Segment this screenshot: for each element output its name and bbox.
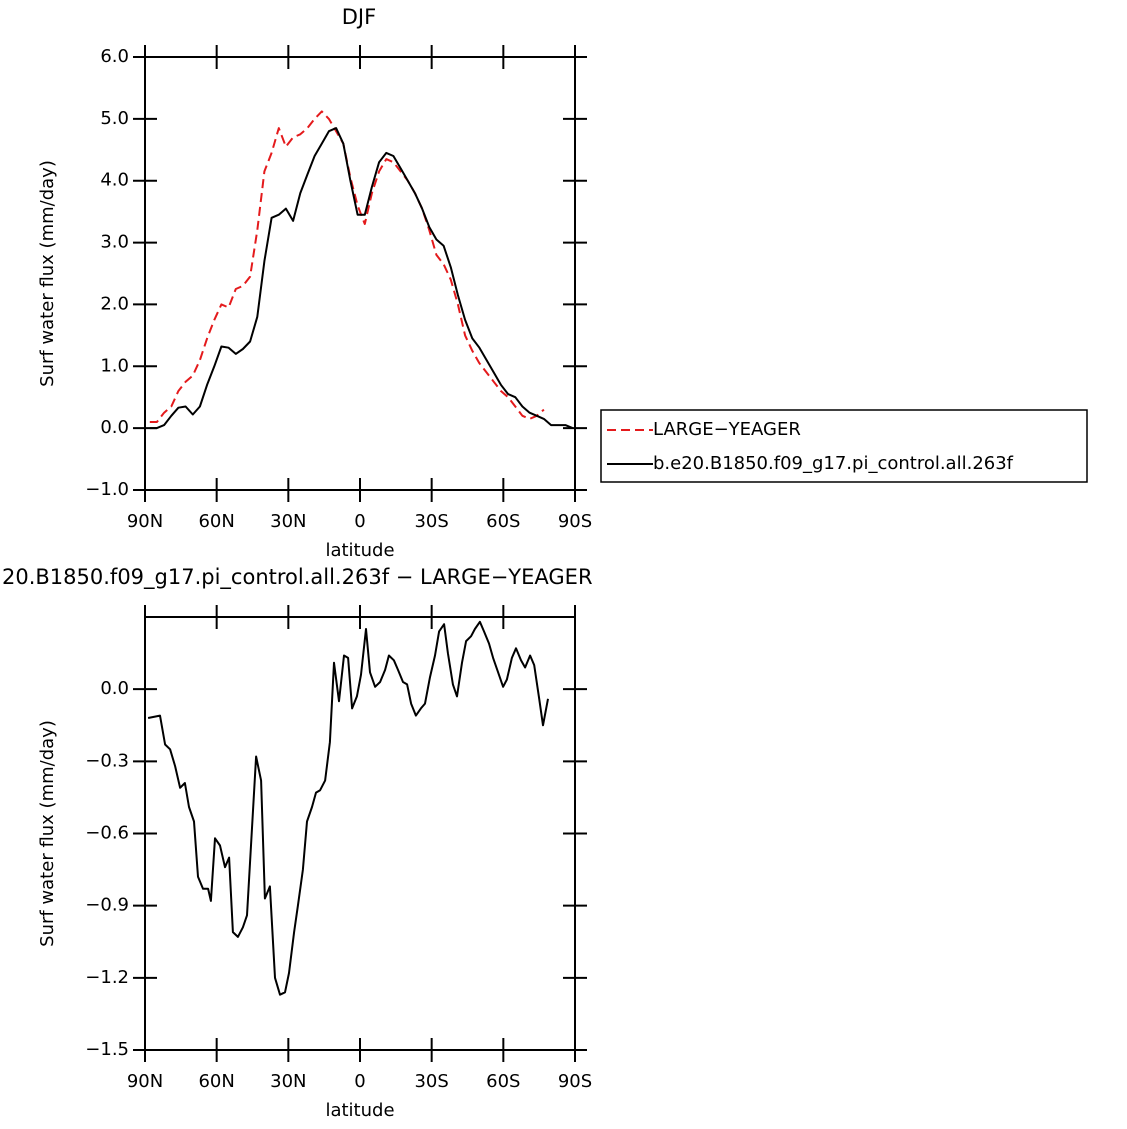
x-tick-label: 90N (127, 511, 163, 532)
y-tick-label: 0.0 (100, 678, 129, 699)
y-tick-label: −0.6 (85, 823, 129, 844)
chart-title: DJF (342, 5, 376, 29)
legend-label: LARGE−YEAGER (653, 419, 801, 440)
y-tick-label: 5.0 (100, 108, 129, 129)
x-tick-label: 30N (270, 1071, 306, 1092)
x-tick-label: 90S (558, 1071, 592, 1092)
y-tick-label: 1.0 (100, 355, 129, 376)
data-line (147, 620, 549, 996)
x-tick-label: 0 (354, 1071, 365, 1092)
chart-title: 20.B1850.f09_g17.pi_control.all.263f − L… (2, 565, 593, 590)
y-tick-label: −0.3 (85, 750, 129, 771)
y-tick-label: 6.0 (100, 46, 129, 67)
y-tick-label: −1.2 (85, 967, 129, 988)
y-tick-label: −1.0 (85, 479, 129, 500)
y-tick-label: 2.0 (100, 293, 129, 314)
y-tick-label: 3.0 (100, 232, 129, 253)
legend-label: b.e20.B1850.f09_g17.pi_control.all.263f (653, 453, 1014, 474)
y-tick-label: −1.5 (85, 1039, 129, 1060)
x-tick-label: 30S (414, 1071, 448, 1092)
y-tick-label: −0.9 (85, 895, 129, 916)
y-axis-label: Surf water flux (mm/day) (37, 720, 58, 947)
data-line (149, 127, 573, 430)
x-tick-label: 90N (127, 1071, 163, 1092)
plot-frame (144, 56, 576, 491)
y-axis-label: Surf water flux (mm/day) (37, 160, 58, 387)
x-axis-label: latitude (325, 1100, 394, 1121)
y-tick-label: 4.0 (100, 170, 129, 191)
x-tick-label: 0 (354, 511, 365, 532)
x-tick-label: 60S (486, 1071, 520, 1092)
x-tick-label: 30N (270, 511, 306, 532)
x-tick-label: 90S (558, 511, 592, 532)
x-tick-label: 60N (198, 1071, 234, 1092)
legend-box (600, 409, 1088, 483)
x-axis-label: latitude (325, 540, 394, 561)
y-tick-label: 0.0 (100, 417, 129, 438)
x-tick-label: 30S (414, 511, 448, 532)
x-tick-label: 60S (486, 511, 520, 532)
x-tick-label: 60N (198, 511, 234, 532)
